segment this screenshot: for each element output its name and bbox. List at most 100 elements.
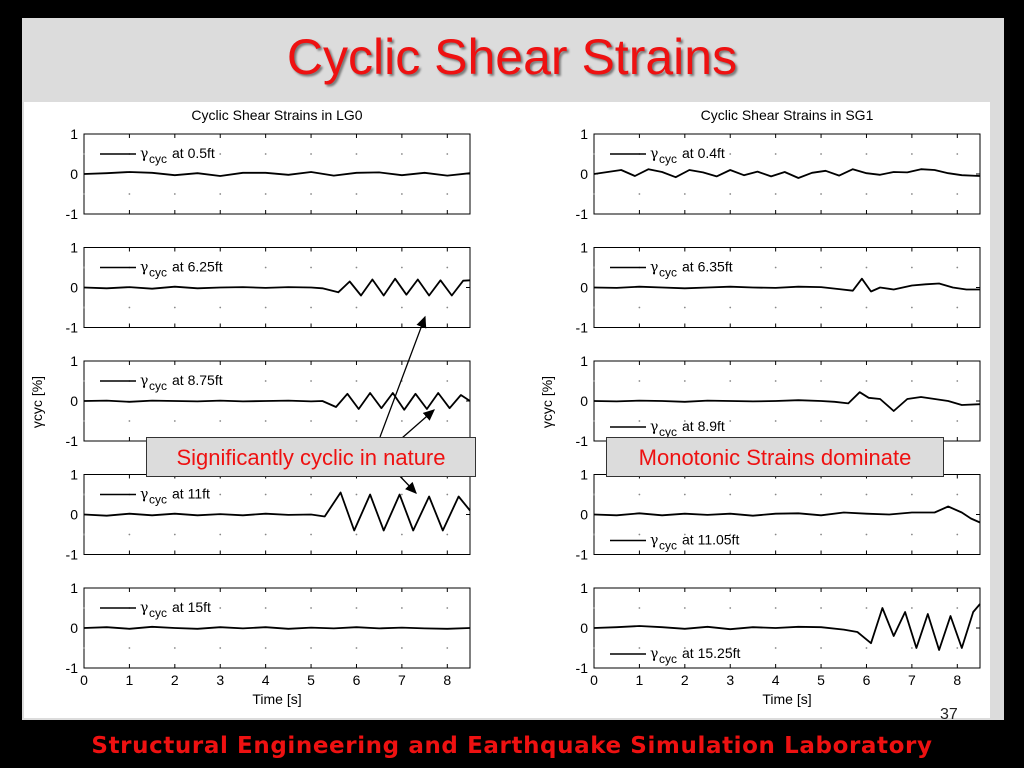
grid-dot [774,607,777,609]
legend-symbol: γ [650,646,658,662]
y-tick-label: -1 [66,660,79,676]
legend-label: at 8.75ft [172,372,223,388]
y-tick-label: 0 [70,280,78,296]
x-axis-label: Time [s] [252,691,301,707]
series-line [593,391,981,412]
grid-dot [638,647,641,649]
legend-symbol: γ [650,419,658,435]
grid-dot [173,380,176,382]
series-line [83,171,471,177]
grid-dot [729,420,732,422]
grid-dot [173,533,176,536]
grid-dot [729,153,732,155]
legend-subscript: cyc [659,539,677,553]
y-tick-label: -1 [576,433,589,449]
grid-dot [683,266,686,269]
y-tick-label: 1 [580,126,588,142]
legend-subscript: cyc [659,152,677,166]
grid-dot [264,607,267,609]
grid-dot [83,420,85,422]
grid-dot [310,420,312,422]
legend-symbol: γ [140,260,148,276]
legend-label: at 8.9ft [682,418,725,434]
grid-dot [865,420,868,422]
grid-dot [956,153,959,155]
y-tick-label: 0 [580,507,588,523]
grid-dot [400,380,403,382]
grid-dot [310,607,312,609]
legend-2: γ cyc at 6.35ft [610,259,733,280]
y-tick-label: -1 [66,206,79,222]
grid-dot [219,533,222,536]
grid-dot [683,380,686,382]
series-line [593,505,981,524]
grid-dot [774,647,777,649]
x-tick-label: 1 [126,672,134,688]
grid-dot [355,493,358,496]
legend-label: at 0.5ft [172,145,215,161]
grid-dot [593,647,595,649]
grid-dot [310,266,312,269]
grid-dot [820,533,822,536]
grid-dot [264,380,267,382]
y-tick-label: 1 [580,353,588,369]
legend-label: at 11.05ft [682,532,739,548]
grid-dot [400,647,403,649]
grid-dot [219,607,222,609]
grid-dot [264,306,267,309]
legend-3: γ cyc at 8.9ft [610,418,725,439]
grid-dot [683,493,686,496]
legend-subscript: cyc [659,266,677,280]
grid-dot [956,647,959,649]
grid-dot [173,607,176,609]
series-line [83,277,471,297]
grid-dot [83,607,85,609]
grid-dot [400,306,403,309]
grid-dot [355,533,358,536]
grid-dot [355,153,358,155]
grid-dot [264,193,267,195]
grid-dot [774,193,777,195]
grid-dot [910,380,913,382]
grid-dot [83,647,85,649]
grid-dot [910,153,913,155]
grid-dot [910,266,913,269]
grid-dot [219,153,222,155]
legend-subscript: cyc [659,652,677,666]
grid-dot [400,493,403,496]
x-tick-label: 5 [817,672,825,688]
legend-2: γ cyc at 6.25ft [100,259,223,280]
grid-dot [593,266,595,269]
series-line [593,168,981,179]
grid-dot [446,193,449,195]
series-line [593,603,981,651]
grid-dot [729,493,732,496]
grid-dot [820,493,822,496]
grid-dot [219,266,222,269]
grid-dot [820,607,822,609]
grid-dot [774,420,777,422]
grid-dot [729,647,732,649]
grid-dot [593,533,595,536]
subplot-5: 1 0 -1 γ cyc at 15ft [66,580,471,676]
grid-dot [310,153,312,155]
series-line [83,491,471,532]
y-tick-label: 0 [580,620,588,636]
grid-dot [683,647,686,649]
grid-dot [593,493,595,496]
grid-dot [264,493,267,496]
x-tick-label: 7 [398,672,406,688]
subplot-3: 1 0 -1 γ cyc at 8.9ft [576,353,981,449]
grid-dot [865,306,868,309]
grid-dot [956,420,959,422]
grid-dot [446,380,449,382]
legend-5: γ cyc at 15ft [100,599,211,620]
grid-dot [865,647,868,649]
grid-dot [910,533,913,536]
x-tick-label: 4 [772,672,780,688]
x-tick-label: 2 [681,672,689,688]
subplot-4: 1 0 -1 γ cyc at 11.05ft [576,467,981,563]
grid-dot [729,533,732,536]
subplot-1: 1 0 -1 γ cyc at 0.5ft [66,126,471,222]
